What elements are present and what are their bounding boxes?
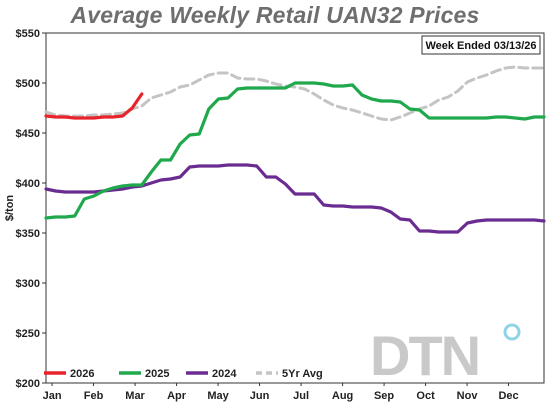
legend-label: 2024 bbox=[212, 368, 237, 380]
x-tick-label: Nov bbox=[457, 390, 479, 402]
logo-circle bbox=[503, 323, 521, 341]
y-tick-label: $300 bbox=[16, 278, 40, 290]
y-tick-label: $450 bbox=[16, 128, 40, 140]
series-line-5yr-avg bbox=[44, 65, 546, 122]
x-tick-label: Jul bbox=[293, 390, 309, 402]
axis-ticks: $200 $250 $300 $350 $400 $450 $500 $550 Jan Feb Ma… bbox=[16, 28, 519, 402]
y-tick-label: $500 bbox=[16, 78, 40, 90]
x-tick-label: Feb bbox=[84, 390, 104, 402]
week-note-box bbox=[421, 35, 541, 55]
y-tick-label: $400 bbox=[16, 178, 40, 190]
x-tick-label: May bbox=[207, 390, 229, 402]
legend-label: 5Yr Avg bbox=[282, 368, 323, 380]
axes bbox=[45, 32, 545, 384]
legend: 2026 2025 2024 5Yr Avg bbox=[44, 368, 323, 380]
x-tick-label: Sep bbox=[374, 390, 394, 402]
chart-title: Average Weekly Retail UAN32 Prices bbox=[70, 2, 480, 28]
y-tick-label: $550 bbox=[16, 28, 40, 40]
week-note-text: Week Ended 03/13/26 bbox=[425, 40, 536, 52]
series-lines bbox=[44, 65, 546, 234]
x-tick-label: Jun bbox=[250, 390, 270, 402]
x-tick-label: Jan bbox=[43, 390, 62, 402]
series-line-2024 bbox=[44, 163, 546, 234]
x-tick-label: Aug bbox=[332, 390, 353, 402]
y-tick-label: $200 bbox=[16, 378, 40, 390]
legend-label: 2025 bbox=[145, 368, 169, 380]
series-line-2026 bbox=[44, 92, 144, 120]
series-line-2025 bbox=[44, 81, 546, 220]
y-tick-label: $350 bbox=[16, 228, 40, 240]
x-tick-label: Oct bbox=[416, 390, 435, 402]
week-note: Week Ended 03/13/26 bbox=[421, 35, 541, 55]
x-tick-label: Mar bbox=[125, 390, 145, 402]
x-tick-label: Apr bbox=[167, 390, 187, 402]
logo-text: DTN bbox=[370, 324, 479, 387]
y-tick-label: $250 bbox=[16, 328, 40, 340]
y-axis-label: $/ton bbox=[4, 195, 16, 222]
x-tick-label: Dec bbox=[498, 390, 518, 402]
dtn-logo: DTN bbox=[370, 323, 521, 387]
legend-label: 2026 bbox=[70, 368, 94, 380]
plot-frame bbox=[45, 32, 545, 384]
